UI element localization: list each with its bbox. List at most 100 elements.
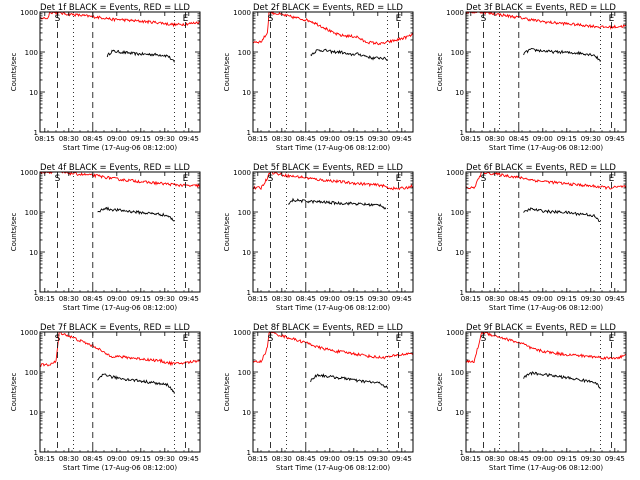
y-axis-label: Counts/sec — [10, 373, 18, 412]
y-axis-label: Counts/sec — [10, 213, 18, 252]
plot-frame — [39, 331, 201, 453]
y-tick-label: 1000 — [20, 9, 38, 17]
x-tick-label: 09:30 — [155, 135, 175, 143]
x-tick-label: 08:15 — [248, 135, 268, 143]
start-marker: S — [55, 174, 61, 184]
x-tick-label: 09:45 — [605, 135, 625, 143]
x-tick-label: 09:45 — [179, 135, 199, 143]
y-tick-label: 100 — [25, 369, 38, 377]
x-tick-label: 08:30 — [272, 455, 292, 463]
x-tick-label: 08:15 — [35, 455, 55, 463]
y-tick-label: 10 — [242, 89, 251, 97]
x-tick-label: 09:45 — [392, 455, 412, 463]
x-tick-label: 08:15 — [35, 135, 55, 143]
x-tick-label: 08:30 — [485, 455, 505, 463]
x-tick-label: 09:15 — [557, 135, 577, 143]
y-tick-label: 100 — [451, 49, 464, 57]
y-tick-label: 10 — [242, 409, 251, 417]
y-tick-label: 1 — [460, 129, 464, 137]
y-tick-label: 10 — [455, 249, 464, 257]
plot-frame — [465, 171, 627, 293]
series-events-line — [106, 49, 175, 63]
plot-frame — [252, 171, 414, 293]
series-events-line — [523, 207, 601, 223]
x-tick-label: 09:00 — [320, 135, 340, 143]
x-tick-label: 08:45 — [509, 135, 529, 143]
x-tick-label: 09:15 — [131, 295, 151, 303]
y-tick-label: 1 — [34, 129, 38, 137]
plot-frame — [39, 11, 201, 133]
x-tick-label: 09:15 — [344, 295, 364, 303]
panel-title: Det 1f BLACK = Events, RED = LLD — [40, 3, 190, 13]
start-marker: S — [481, 174, 487, 184]
x-tick-label: 08:15 — [35, 295, 55, 303]
x-tick-label: 09:15 — [131, 455, 151, 463]
y-tick-label: 1000 — [446, 169, 464, 177]
y-tick-label: 100 — [25, 49, 38, 57]
y-tick-label: 10 — [29, 409, 38, 417]
panel-title: Det 4f BLACK = Events, RED = LLD — [40, 163, 190, 173]
x-axis-label: Start Time (17-Aug-06 08:12:00) — [63, 464, 177, 472]
x-tick-label: 09:30 — [368, 135, 388, 143]
x-tick-label: 08:30 — [59, 455, 79, 463]
y-tick-label: 10 — [455, 409, 464, 417]
series-lld-line — [465, 330, 627, 364]
x-tick-label: 09:00 — [107, 295, 127, 303]
y-tick-label: 1 — [247, 129, 251, 137]
y-tick-label: 100 — [25, 209, 38, 217]
series-lld-line — [465, 171, 627, 190]
y-axis-label: Counts/sec — [223, 53, 231, 92]
plot-frame — [39, 171, 201, 293]
series-events-line — [97, 206, 175, 222]
x-tick-label: 09:30 — [581, 295, 601, 303]
y-tick-label: 10 — [29, 89, 38, 97]
y-tick-label: 1000 — [446, 329, 464, 337]
y-tick-label: 1000 — [20, 329, 38, 337]
x-tick-label: 09:45 — [179, 295, 199, 303]
x-tick-label: 08:45 — [509, 455, 529, 463]
y-axis-label: Counts/sec — [436, 213, 444, 252]
panel-title: Det 9f BLACK = Events, RED = LLD — [466, 323, 616, 333]
end-marker: E — [609, 334, 615, 344]
panel-title: Det 3f BLACK = Events, RED = LLD — [466, 3, 616, 13]
y-tick-label: 1000 — [233, 329, 251, 337]
x-tick-label: 08:45 — [509, 295, 529, 303]
y-axis-label: Counts/sec — [436, 53, 444, 92]
x-tick-label: 08:15 — [461, 295, 481, 303]
end-marker: E — [183, 334, 189, 344]
x-tick-label: 08:45 — [296, 455, 316, 463]
x-tick-label: 09:15 — [344, 135, 364, 143]
start-marker: S — [481, 14, 487, 24]
start-marker: S — [268, 174, 274, 184]
series-events-line — [310, 373, 388, 389]
x-tick-label: 08:30 — [272, 295, 292, 303]
x-axis-label: Start Time (17-Aug-06 08:12:00) — [489, 304, 603, 312]
x-tick-label: 09:30 — [368, 455, 388, 463]
y-tick-label: 10 — [455, 89, 464, 97]
y-tick-label: 1 — [247, 289, 251, 297]
y-axis-label: Counts/sec — [10, 53, 18, 92]
panel-title: Det 8f BLACK = Events, RED = LLD — [253, 323, 403, 333]
x-tick-label: 08:30 — [272, 135, 292, 143]
y-tick-label: 1 — [34, 449, 38, 457]
x-tick-label: 09:00 — [533, 135, 553, 143]
y-tick-label: 1000 — [20, 169, 38, 177]
start-marker: S — [55, 14, 61, 24]
x-tick-label: 08:15 — [248, 295, 268, 303]
x-tick-label: 08:15 — [461, 455, 481, 463]
plot-frame — [252, 11, 414, 133]
x-tick-label: 09:45 — [605, 455, 625, 463]
x-axis-label: Start Time (17-Aug-06 08:12:00) — [63, 144, 177, 152]
x-axis-label: Start Time (17-Aug-06 08:12:00) — [489, 464, 603, 472]
plot-frame — [465, 11, 627, 133]
start-marker: S — [481, 334, 487, 344]
y-axis-label: Counts/sec — [223, 213, 231, 252]
x-tick-label: 09:15 — [344, 455, 364, 463]
x-tick-label: 09:30 — [581, 135, 601, 143]
x-tick-label: 08:45 — [296, 295, 316, 303]
